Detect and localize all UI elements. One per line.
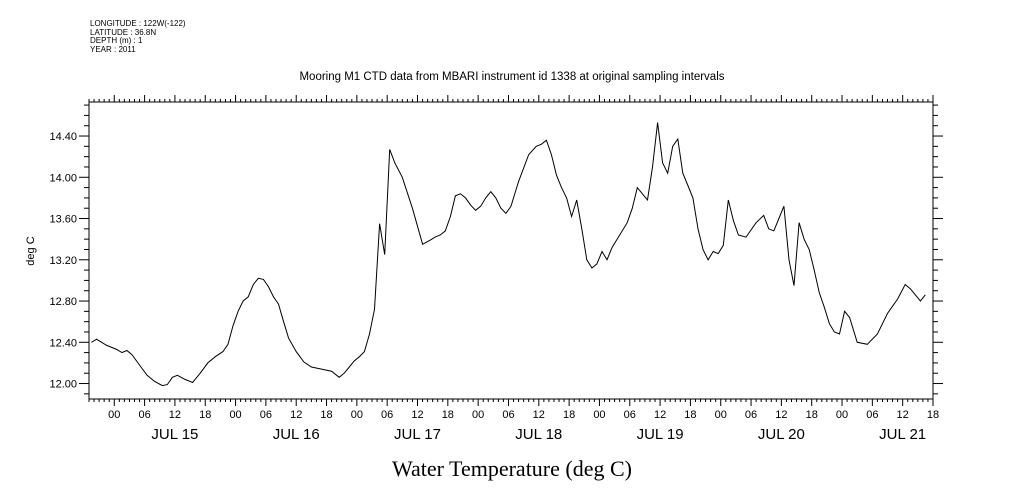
x-tick-label: 06 — [866, 409, 878, 421]
x-tick-label: 12 — [533, 409, 545, 421]
y-tick-label: 14.40 — [49, 131, 77, 143]
x-tick-labels: 00 06 12 18 00 06 12 18 00 06 12 18 00 06 12 18 00 06 12 18… — [108, 409, 939, 421]
x-tick-label: 00 — [836, 409, 848, 421]
day-label: JUL 18 — [515, 426, 562, 443]
x-tick-label: 12 — [775, 409, 787, 421]
y-tick-label: 13.60 — [49, 214, 77, 226]
day-label: JUL 19 — [637, 426, 684, 443]
x-tick-label: 18 — [442, 409, 454, 421]
longitude-label: LONGITUDE : 122W(-122) — [90, 19, 186, 28]
metadata-block: LONGITUDE : 122W(-122) LATITUDE : 36.8N … — [90, 19, 186, 54]
axis-ticks — [79, 95, 943, 406]
x-tick-label: 00 — [472, 409, 484, 421]
x-tick-label: 00 — [229, 409, 241, 421]
x-tick-label: 18 — [199, 409, 211, 421]
day-label: JUL 16 — [273, 426, 320, 443]
x-tick-label: 06 — [745, 409, 757, 421]
x-tick-label: 18 — [927, 409, 939, 421]
x-tick-label: 18 — [684, 409, 696, 421]
temperature-series-line — [91, 122, 926, 387]
day-labels: JUL 15 JUL 16 JUL 17 JUL 18 JUL 19 JUL 20 JUL … — [151, 426, 926, 443]
x-tick-label: 18 — [806, 409, 818, 421]
plot-frame — [88, 101, 934, 400]
x-tick-label: 12 — [169, 409, 181, 421]
year-label: YEAR : 2011 — [90, 44, 136, 54]
y-tick-label: 14.00 — [49, 172, 77, 184]
x-tick-label: 00 — [715, 409, 727, 421]
day-label: JUL 17 — [394, 426, 441, 443]
y-axis-label: deg C — [25, 236, 37, 265]
latitude-label: LATITUDE : 36.8N — [90, 27, 157, 37]
x-tick-label: 00 — [108, 409, 120, 421]
y-tick-label: 12.80 — [49, 296, 77, 308]
chart-title: Mooring M1 CTD data from MBARI instrumen… — [299, 71, 724, 83]
x-tick-label: 12 — [654, 409, 666, 421]
day-label: JUL 15 — [151, 426, 198, 443]
x-tick-label: 12 — [290, 409, 302, 421]
day-label: JUL 21 — [879, 426, 926, 443]
day-label: JUL 20 — [758, 426, 805, 443]
x-tick-label: 00 — [593, 409, 605, 421]
x-tick-label: 06 — [624, 409, 636, 421]
depth-label: DEPTH (m) : 1 — [90, 36, 143, 45]
x-tick-label: 12 — [411, 409, 423, 421]
y-tick-label: 13.20 — [49, 255, 77, 267]
x-tick-label: 06 — [381, 409, 393, 421]
x-tick-label: 00 — [351, 409, 363, 421]
y-tick-labels: 12.00 12.40 12.80 13.20 13.60 14.00 14.40 — [49, 131, 77, 391]
x-tick-label: 06 — [138, 409, 150, 421]
x-tick-label: 06 — [502, 409, 514, 421]
x-tick-label: 18 — [320, 409, 332, 421]
x-tick-label: 12 — [897, 409, 909, 421]
x-axis-label: Water Temperature (deg C) — [392, 456, 632, 481]
y-tick-label: 12.00 — [49, 379, 77, 391]
x-tick-label: 18 — [563, 409, 575, 421]
x-tick-label: 06 — [260, 409, 272, 421]
y-tick-label: 12.40 — [49, 337, 77, 349]
